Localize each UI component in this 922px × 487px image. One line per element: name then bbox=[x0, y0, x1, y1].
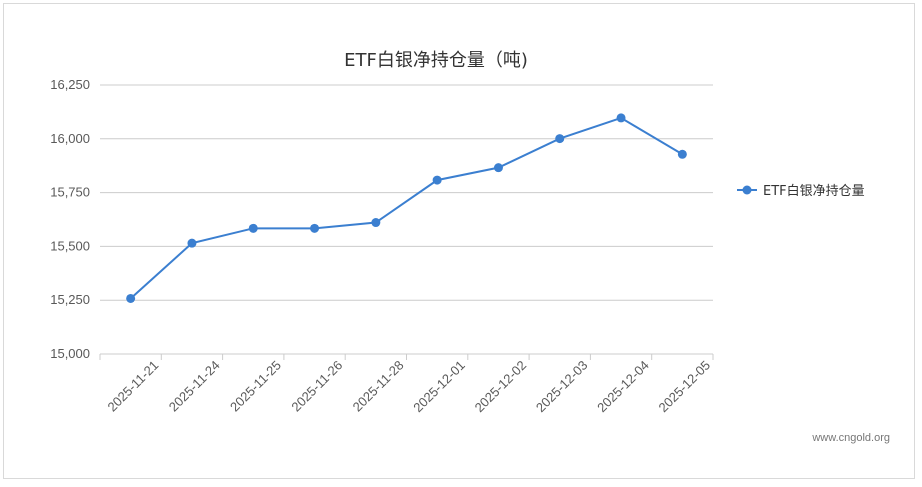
data-point[interactable] bbox=[248, 223, 258, 233]
data-point[interactable] bbox=[616, 113, 626, 123]
x-axis: 2025-11-21 2025-11-24 2025-11-25 2025-11-26… bbox=[99, 354, 714, 416]
x-tick-label: 2025-12-02 bbox=[472, 358, 530, 416]
series-group bbox=[126, 113, 687, 303]
y-tick-label: 16,000 bbox=[50, 131, 90, 146]
legend-dot-marker bbox=[742, 185, 752, 195]
data-point[interactable] bbox=[371, 218, 381, 228]
y-tick-label: 15,250 bbox=[50, 292, 90, 307]
x-tick-label: 2025-11-21 bbox=[104, 358, 161, 415]
x-tick-label: 2025-11-24 bbox=[166, 358, 223, 415]
chart-frame bbox=[3, 3, 915, 479]
x-tick-label: 2025-12-04 bbox=[594, 358, 652, 416]
y-axis-ticks: 15,000 15,250 15,500 15,750 16,000 16,250 bbox=[50, 77, 90, 361]
y-tick-label: 15,750 bbox=[50, 185, 90, 200]
data-point[interactable] bbox=[493, 163, 503, 173]
legend-label[interactable]: ETF白银净持仓量 bbox=[763, 183, 865, 199]
x-tick-label: 2025-12-01 bbox=[410, 358, 468, 416]
y-tick-label: 15,000 bbox=[50, 346, 90, 361]
gridlines bbox=[100, 84, 713, 355]
series-line bbox=[129, 116, 683, 300]
data-point[interactable] bbox=[310, 223, 320, 233]
data-point[interactable] bbox=[126, 293, 136, 303]
x-tick-label: 2025-11-28 bbox=[350, 358, 407, 415]
x-tick-label: 2025-11-25 bbox=[227, 358, 284, 415]
y-tick-label: 16,250 bbox=[50, 77, 90, 92]
data-point[interactable] bbox=[432, 175, 442, 185]
y-tick-label: 15,500 bbox=[50, 238, 90, 253]
data-point[interactable] bbox=[555, 134, 565, 144]
x-tick-label: 2025-12-03 bbox=[533, 358, 591, 416]
x-tick-label: 2025-12-05 bbox=[655, 358, 713, 416]
x-tick-label: 2025-11-26 bbox=[288, 358, 345, 415]
chart-title: ETF白银净持仓量（吨) bbox=[344, 50, 528, 71]
legend[interactable]: ETF白银净持仓量 bbox=[737, 183, 865, 199]
data-point[interactable] bbox=[187, 238, 197, 248]
data-point[interactable] bbox=[677, 149, 687, 159]
watermark-text: www.cngold.org bbox=[811, 432, 890, 444]
